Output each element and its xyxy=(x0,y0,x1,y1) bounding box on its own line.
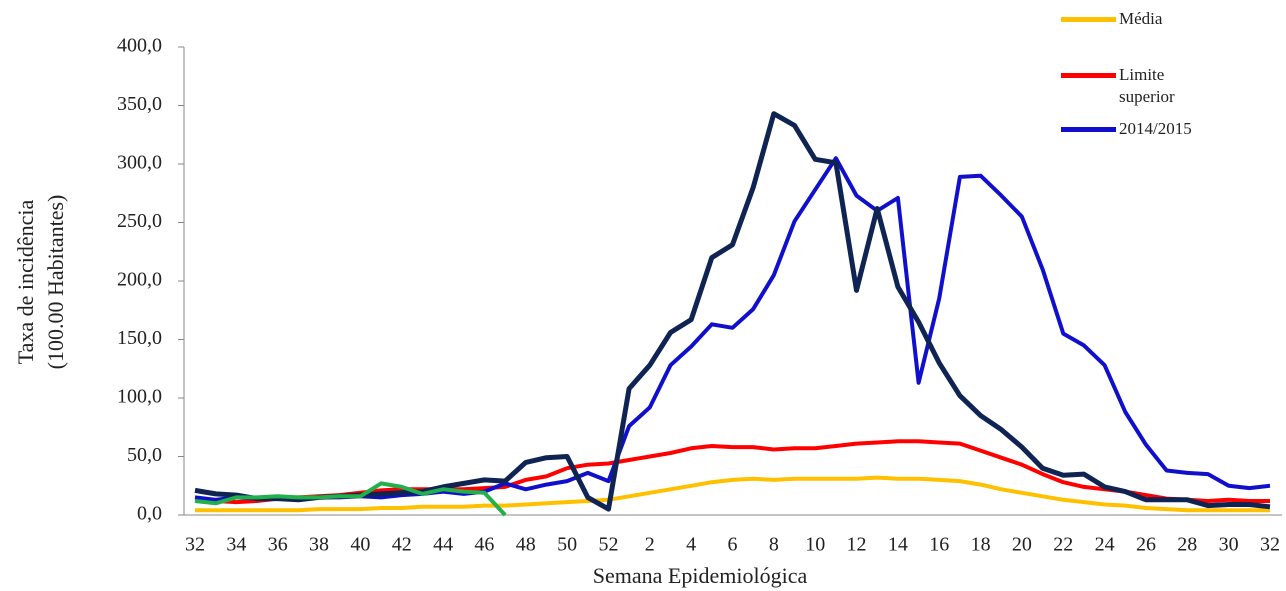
x-tick-label: 10 xyxy=(805,534,825,556)
x-tick-label: 38 xyxy=(309,534,329,556)
x-tick-label: 36 xyxy=(268,534,288,556)
x-tick-label: 2 xyxy=(645,534,655,556)
x-tick-label: 18 xyxy=(971,534,991,556)
x-tick-label: 14 xyxy=(888,534,908,556)
y-tick-label: 250,0 xyxy=(117,210,162,232)
legend-swatch xyxy=(1061,17,1116,22)
x-tick-label: 22 xyxy=(1053,534,1073,556)
legend-swatch xyxy=(1061,73,1116,78)
legend-swatch xyxy=(1061,127,1116,132)
x-tick-label: 24 xyxy=(1095,534,1115,556)
x-tick-label: 32 xyxy=(185,534,205,556)
x-tick-label: 26 xyxy=(1136,534,1156,556)
y-tick-label: 200,0 xyxy=(117,269,162,291)
legend-item: Média xyxy=(1061,8,1229,30)
x-tick-label: 4 xyxy=(686,534,696,556)
legend-label: Média xyxy=(1119,9,1163,28)
x-tick-label: 50 xyxy=(557,534,577,556)
x-tick-label: 20 xyxy=(1012,534,1032,556)
x-tick-label: 40 xyxy=(350,534,370,556)
y-axis-title: (100.00 Habitantes) xyxy=(43,195,68,370)
y-tick-label: 400,0 xyxy=(117,35,162,57)
series-line xyxy=(195,439,1270,505)
legend-label: 2014/2015 xyxy=(1119,119,1192,138)
x-tick-label: 8 xyxy=(769,534,779,556)
x-tick-label: 34 xyxy=(226,534,246,556)
y-tick-label: 150,0 xyxy=(117,327,162,349)
series-line xyxy=(194,111,1271,512)
x-tick-label: 42 xyxy=(392,534,412,556)
legend-item: Limite superior xyxy=(1061,64,1199,108)
x-tick-label: 48 xyxy=(516,534,536,556)
y-tick-label: 100,0 xyxy=(117,386,162,408)
x-tick-label: 6 xyxy=(728,534,738,556)
x-tick-label: 30 xyxy=(1219,534,1239,556)
series-line xyxy=(194,481,507,517)
y-tick-label: 0,0 xyxy=(137,503,162,525)
x-tick-label: 46 xyxy=(474,534,494,556)
legend: Média Limite superior 2014/2015 xyxy=(1056,0,1286,160)
legend-item: 2014/2015 xyxy=(1061,118,1229,140)
y-tick-label: 350,0 xyxy=(117,93,162,115)
x-tick-label: 32 xyxy=(1260,534,1280,556)
x-tick-label: 12 xyxy=(847,534,867,556)
x-tick-label: 44 xyxy=(433,534,453,556)
x-axis-title: Semana Epidemiológica xyxy=(593,563,808,588)
x-tick-label: 16 xyxy=(929,534,949,556)
x-tick-label: 28 xyxy=(1177,534,1197,556)
series-line xyxy=(194,156,1271,502)
x-tick-label: 52 xyxy=(598,534,618,556)
series-line xyxy=(195,475,1270,513)
legend-label: Limite superior xyxy=(1119,65,1175,106)
y-tick-label: 300,0 xyxy=(117,152,162,174)
y-tick-label: 50,0 xyxy=(127,444,162,466)
y-axis-title: Taxa de incidência xyxy=(13,199,38,364)
